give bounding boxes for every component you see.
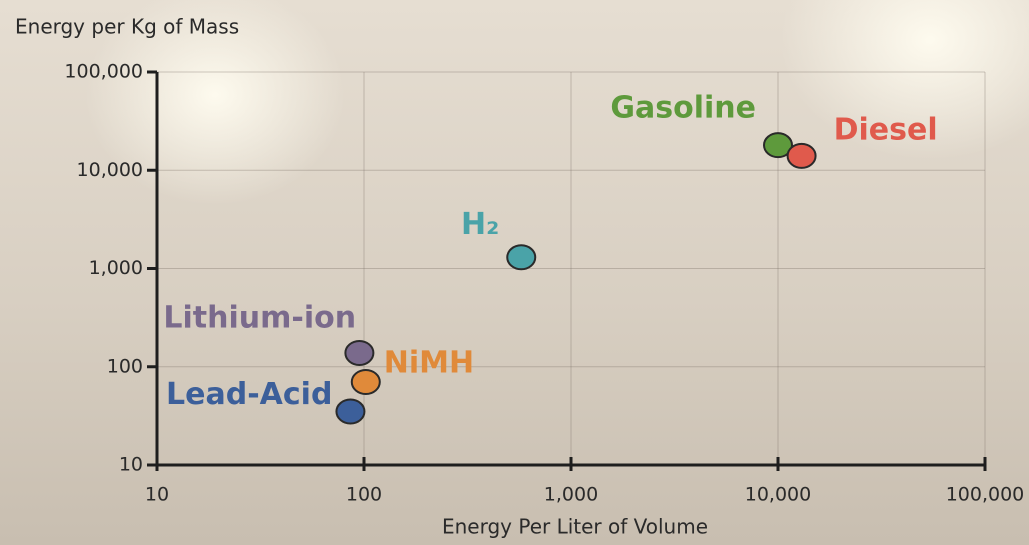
point-label: Lead-Acid [166,377,332,412]
x-tick-label: 1,000 [544,484,598,506]
point [786,142,817,169]
y-tick-label: 100 [107,355,143,377]
y-tick-label: 10,000 [77,159,143,181]
point [344,340,375,367]
point [350,368,381,395]
y-tick-label: 1,000 [89,257,143,279]
y-tick-label: 10 [119,454,143,476]
y-axis-title: Energy per Kg of Mass [15,15,239,39]
point [763,132,793,159]
x-axis-title: Energy Per Liter of Volume [442,515,708,539]
y-tick-label: 100,000 [64,61,143,83]
point [506,244,537,271]
point-label: Gasoline [610,91,756,126]
point-label: Lithium-ion [163,301,356,336]
x-tick-label: 100 [346,484,382,506]
x-tick-label: 10,000 [745,484,811,506]
point-label: H₂ [461,207,499,242]
point-label: NiMH [384,345,474,380]
x-tick-label: 100,000 [946,484,1025,506]
point-label: Diesel [834,112,938,147]
x-tick-label: 10 [145,484,169,506]
point [335,398,366,425]
